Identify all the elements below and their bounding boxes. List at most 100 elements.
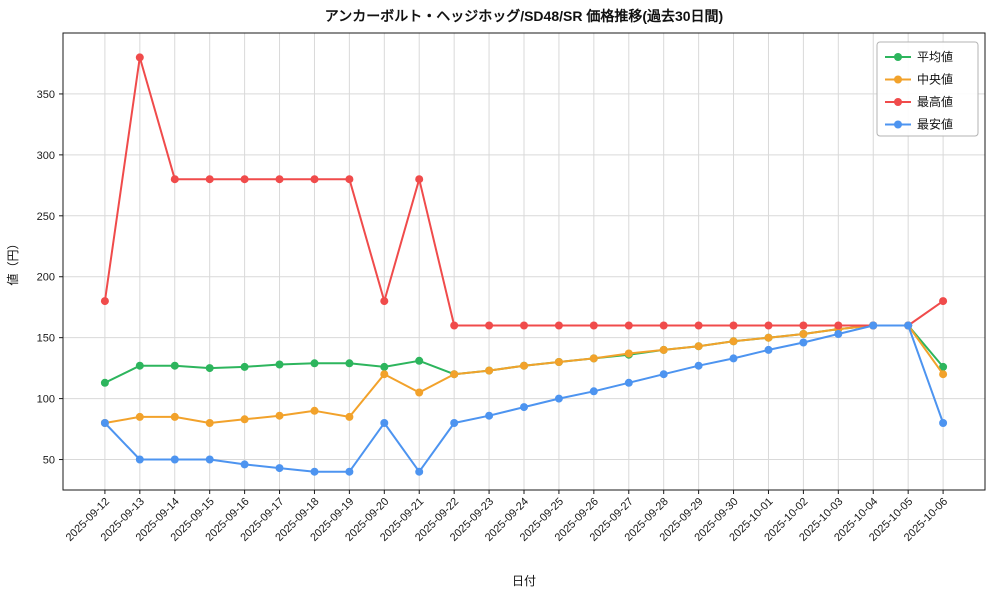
data-point-avg: [939, 362, 948, 371]
data-point-avg: [380, 362, 389, 371]
data-point-median: [345, 412, 354, 421]
data-point-median: [624, 349, 633, 358]
x-tick-labels: 2025-09-122025-09-132025-09-142025-09-15…: [64, 496, 950, 544]
data-point-median: [764, 333, 773, 342]
data-point-min: [799, 338, 808, 347]
data-point-min: [729, 354, 738, 363]
data-point-avg: [415, 356, 424, 365]
data-point-min: [345, 467, 354, 476]
data-point-median: [415, 388, 424, 397]
data-point-min: [554, 394, 563, 403]
legend-item-min: 最安値: [885, 117, 953, 132]
legend-marker-dot-median: [894, 75, 902, 84]
data-point-median: [485, 366, 494, 375]
data-point-avg: [345, 359, 354, 368]
data-point-max: [589, 321, 598, 330]
svg-text:50: 50: [43, 455, 55, 467]
legend-label-avg: 平均値: [917, 49, 953, 64]
data-point-min: [904, 321, 913, 330]
data-point-max: [520, 321, 528, 330]
data-point-max: [135, 53, 144, 62]
data-point-avg: [170, 361, 179, 370]
data-point-median: [520, 361, 528, 370]
svg-text:200: 200: [37, 272, 55, 284]
data-point-min: [520, 403, 528, 412]
svg-text:100: 100: [37, 394, 55, 406]
data-point-median: [554, 358, 563, 366]
data-point-min: [694, 361, 703, 370]
series-min: [100, 321, 948, 476]
data-point-max: [100, 297, 109, 306]
data-point-max: [345, 175, 354, 184]
data-point-avg: [275, 360, 284, 369]
data-point-max: [694, 321, 703, 330]
chart-title: アンカーボルト・ヘッジホッグ/SD48/SR 価格推移(過去30日間): [325, 8, 723, 24]
data-point-min: [485, 411, 494, 420]
legend-label-min: 最安値: [917, 117, 953, 132]
data-point-min: [624, 378, 633, 387]
data-point-min: [240, 460, 249, 469]
legend-marker-dot-min: [894, 120, 902, 129]
data-point-max: [415, 175, 424, 184]
data-point-max: [310, 175, 319, 184]
data-point-median: [589, 354, 598, 363]
data-point-min: [135, 455, 144, 464]
data-point-max: [659, 321, 668, 330]
svg-text:250: 250: [37, 211, 55, 223]
svg-text:350: 350: [37, 89, 55, 101]
data-point-min: [869, 321, 878, 330]
legend-label-median: 中央値: [917, 72, 953, 87]
data-point-avg: [240, 362, 249, 371]
data-point-max: [624, 321, 633, 330]
data-point-avg: [135, 361, 144, 370]
legend-label-max: 最高値: [917, 94, 953, 109]
data-point-median: [170, 412, 179, 421]
data-point-median: [939, 370, 948, 379]
data-point-median: [729, 337, 738, 346]
data-point-min: [589, 387, 598, 396]
y-tick-labels: 50 100 150 200 250 300 350: [37, 89, 55, 467]
data-point-median: [310, 406, 319, 415]
svg-text:150: 150: [37, 333, 55, 345]
data-point-max: [450, 321, 459, 330]
data-point-min: [659, 370, 668, 379]
data-point-max: [834, 321, 843, 330]
data-point-max: [554, 321, 563, 330]
data-point-max: [939, 297, 948, 306]
axis-ticks: [59, 93, 944, 494]
data-point-min: [450, 419, 459, 427]
data-point-median: [380, 370, 389, 379]
data-point-median: [135, 412, 144, 421]
data-point-median: [659, 345, 668, 354]
data-point-avg: [100, 378, 109, 387]
series-max: [100, 53, 948, 330]
data-point-max: [275, 175, 284, 184]
data-point-median: [694, 342, 703, 351]
y-axis-label: 値（円）: [5, 237, 20, 285]
data-point-min: [764, 345, 773, 354]
data-point-median: [240, 415, 249, 424]
svg-text:300: 300: [37, 150, 55, 162]
data-point-min: [205, 455, 214, 464]
data-point-max: [170, 175, 179, 184]
data-point-max: [240, 175, 249, 184]
data-point-min: [100, 419, 109, 427]
data-point-max: [380, 297, 389, 306]
data-point-min: [939, 419, 948, 427]
legend-item-avg: 平均値: [885, 49, 953, 64]
data-point-max: [764, 321, 773, 330]
data-point-min: [380, 419, 389, 427]
data-point-max: [205, 175, 214, 184]
data-point-min: [415, 467, 424, 476]
legend-box: [876, 41, 979, 137]
legend-marker-dot-avg: [894, 53, 902, 61]
data-point-median: [205, 419, 214, 427]
data-point-min: [170, 455, 179, 464]
data-point-max: [485, 321, 494, 330]
legend-item-median: 中央値: [885, 72, 953, 87]
legend-item-max: 最高値: [885, 94, 953, 109]
data-point-median: [275, 411, 284, 420]
data-point-median: [450, 370, 459, 379]
